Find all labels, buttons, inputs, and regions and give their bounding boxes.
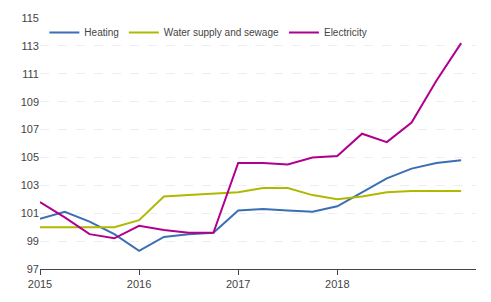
svg-text:109: 109 [21,96,39,108]
svg-text:105: 105 [21,151,39,163]
svg-text:Heating: Heating [84,27,118,38]
svg-text:101: 101 [21,207,39,219]
svg-text:2018: 2018 [325,278,349,290]
svg-text:113: 113 [21,40,39,52]
svg-text:111: 111 [22,68,39,80]
svg-text:97: 97 [27,263,39,275]
svg-text:107: 107 [21,123,39,135]
svg-text:2015: 2015 [28,278,52,290]
svg-text:Electricity: Electricity [324,27,367,38]
svg-text:2016: 2016 [127,278,151,290]
svg-text:115: 115 [21,12,39,24]
svg-text:Water supply and sewage: Water supply and sewage [164,27,279,38]
svg-text:103: 103 [21,179,39,191]
svg-text:2017: 2017 [226,278,250,290]
svg-text:99: 99 [27,235,39,247]
